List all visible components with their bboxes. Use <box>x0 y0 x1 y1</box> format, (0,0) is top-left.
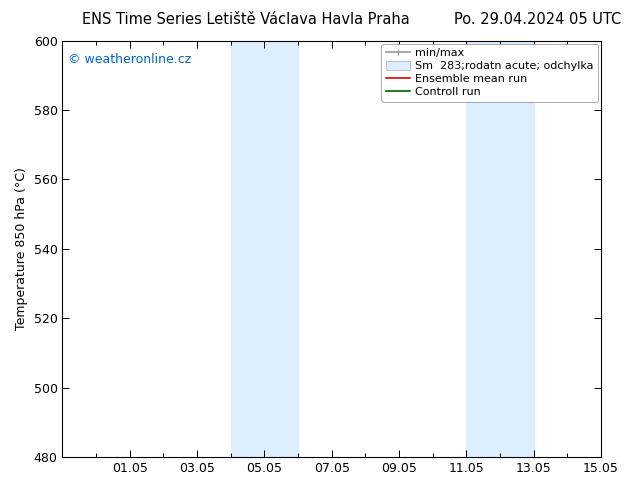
Text: ENS Time Series Letiště Václava Havla Praha: ENS Time Series Letiště Václava Havla Pr… <box>82 12 410 27</box>
Y-axis label: Temperature 850 hPa (°C): Temperature 850 hPa (°C) <box>15 168 28 330</box>
Text: © weatheronline.cz: © weatheronline.cz <box>68 53 191 66</box>
Legend: min/max, Sm  283;rodatn acute; odchylka, Ensemble mean run, Controll run: min/max, Sm 283;rodatn acute; odchylka, … <box>382 44 598 101</box>
Bar <box>231 41 298 457</box>
Text: Po. 29.04.2024 05 UTC: Po. 29.04.2024 05 UTC <box>454 12 621 27</box>
Bar <box>467 41 534 457</box>
